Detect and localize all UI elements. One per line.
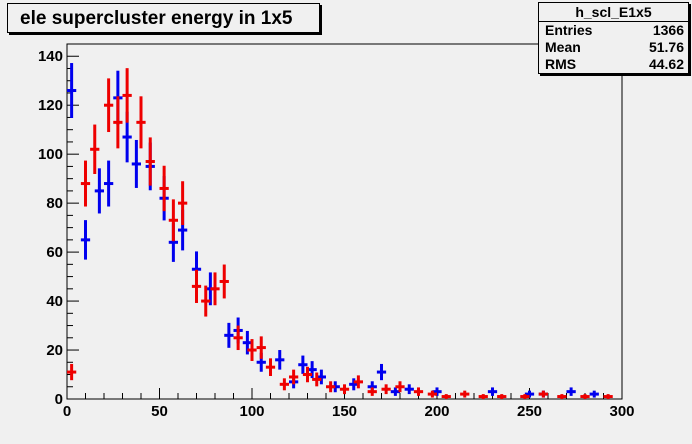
data-point: [326, 381, 336, 393]
data-point: [302, 366, 313, 383]
stats-mean-label: Mean: [545, 39, 581, 55]
plot-area: [66, 43, 623, 400]
data-point: [413, 387, 424, 396]
data-point: [487, 387, 498, 396]
y-tick-label: 120: [38, 97, 63, 114]
plot-title: ele supercluster energy in 1x5: [7, 3, 320, 33]
data-point: [381, 384, 391, 395]
x-axis: 0 50 100 150 200 250 300: [63, 388, 635, 420]
data-point: [580, 394, 590, 399]
stats-rms-label: RMS: [545, 56, 577, 72]
stats-entries-label: Entries: [545, 22, 593, 38]
data-point: [113, 96, 123, 149]
x-tick-label: 100: [239, 403, 264, 420]
data-point: [80, 220, 91, 260]
data-point: [478, 394, 488, 399]
data-point: [224, 322, 234, 348]
data-point: [316, 369, 326, 385]
data-point: [159, 165, 169, 212]
y-tick-label: 140: [38, 48, 63, 65]
data-point: [367, 387, 377, 396]
data-point: [136, 96, 146, 149]
series-layer: [67, 63, 613, 399]
stats-row-rms: RMS 44.62: [539, 56, 688, 73]
data-point: [395, 381, 405, 393]
data-point: [520, 394, 530, 399]
data-point: [256, 336, 266, 359]
x-tick-label: 150: [332, 403, 357, 420]
data-point: [210, 272, 220, 306]
data-point: [589, 390, 599, 398]
data-point: [233, 325, 243, 351]
data-point: [168, 199, 178, 242]
data-point: [279, 378, 289, 391]
x-tick-label: 200: [424, 403, 449, 420]
data-point: [339, 384, 350, 395]
stats-rms-value: 44.62: [648, 56, 684, 72]
data-point: [178, 181, 188, 226]
data-point: [441, 394, 451, 399]
stats-box: h_scl_E1x5 Entries 1366 Mean 51.76 RMS 4…: [538, 2, 689, 74]
data-point: [427, 390, 437, 398]
x-tick-label: 0: [63, 403, 71, 420]
data-point: [390, 387, 400, 396]
data-point: [67, 363, 77, 381]
stats-histogram-name: h_scl_E1x5: [539, 3, 688, 22]
stats-entries-value: 1366: [652, 22, 684, 38]
data-point: [289, 369, 299, 385]
data-point: [349, 378, 359, 391]
data-point: [94, 168, 104, 214]
data-point: [460, 390, 470, 398]
stats-row-mean: Mean 51.76: [539, 39, 688, 56]
series-2: [67, 68, 613, 399]
y-tick-label: 20: [46, 342, 63, 359]
data-point: [80, 160, 91, 207]
data-point: [131, 139, 141, 188]
y-tick-label: 0: [55, 391, 63, 408]
data-point: [298, 355, 308, 374]
x-tick-label: 300: [609, 403, 634, 420]
data-point: [376, 363, 387, 381]
data-point: [201, 285, 211, 317]
data-point: [219, 264, 229, 299]
data-point: [104, 78, 114, 133]
data-point: [353, 375, 363, 389]
data-point: [90, 124, 100, 175]
y-tick-label: 60: [46, 244, 63, 261]
data-point: [265, 358, 276, 376]
y-tick-label: 100: [38, 146, 63, 163]
data-point: [312, 372, 322, 387]
data-point: [145, 137, 155, 186]
data-point: [275, 350, 285, 370]
data-point: [538, 390, 548, 398]
x-tick-label: 50: [151, 403, 168, 420]
data-point: [247, 339, 257, 361]
data-point: [566, 387, 576, 396]
data-point: [557, 394, 567, 399]
data-point: [122, 68, 132, 123]
y-tick-label: 80: [46, 195, 63, 212]
y-axis: 0 20 40 60 80 100 120 140: [38, 43, 79, 408]
data-point: [603, 394, 613, 399]
x-tick-label: 250: [517, 403, 542, 420]
data-point: [67, 63, 77, 118]
data-point: [404, 384, 414, 395]
data-point: [497, 394, 507, 399]
data-point: [191, 269, 202, 303]
stats-mean-value: 51.76: [648, 39, 684, 55]
y-tick-label: 40: [46, 293, 63, 310]
data-point: [104, 160, 114, 207]
stats-row-entries: Entries 1366: [539, 22, 688, 39]
